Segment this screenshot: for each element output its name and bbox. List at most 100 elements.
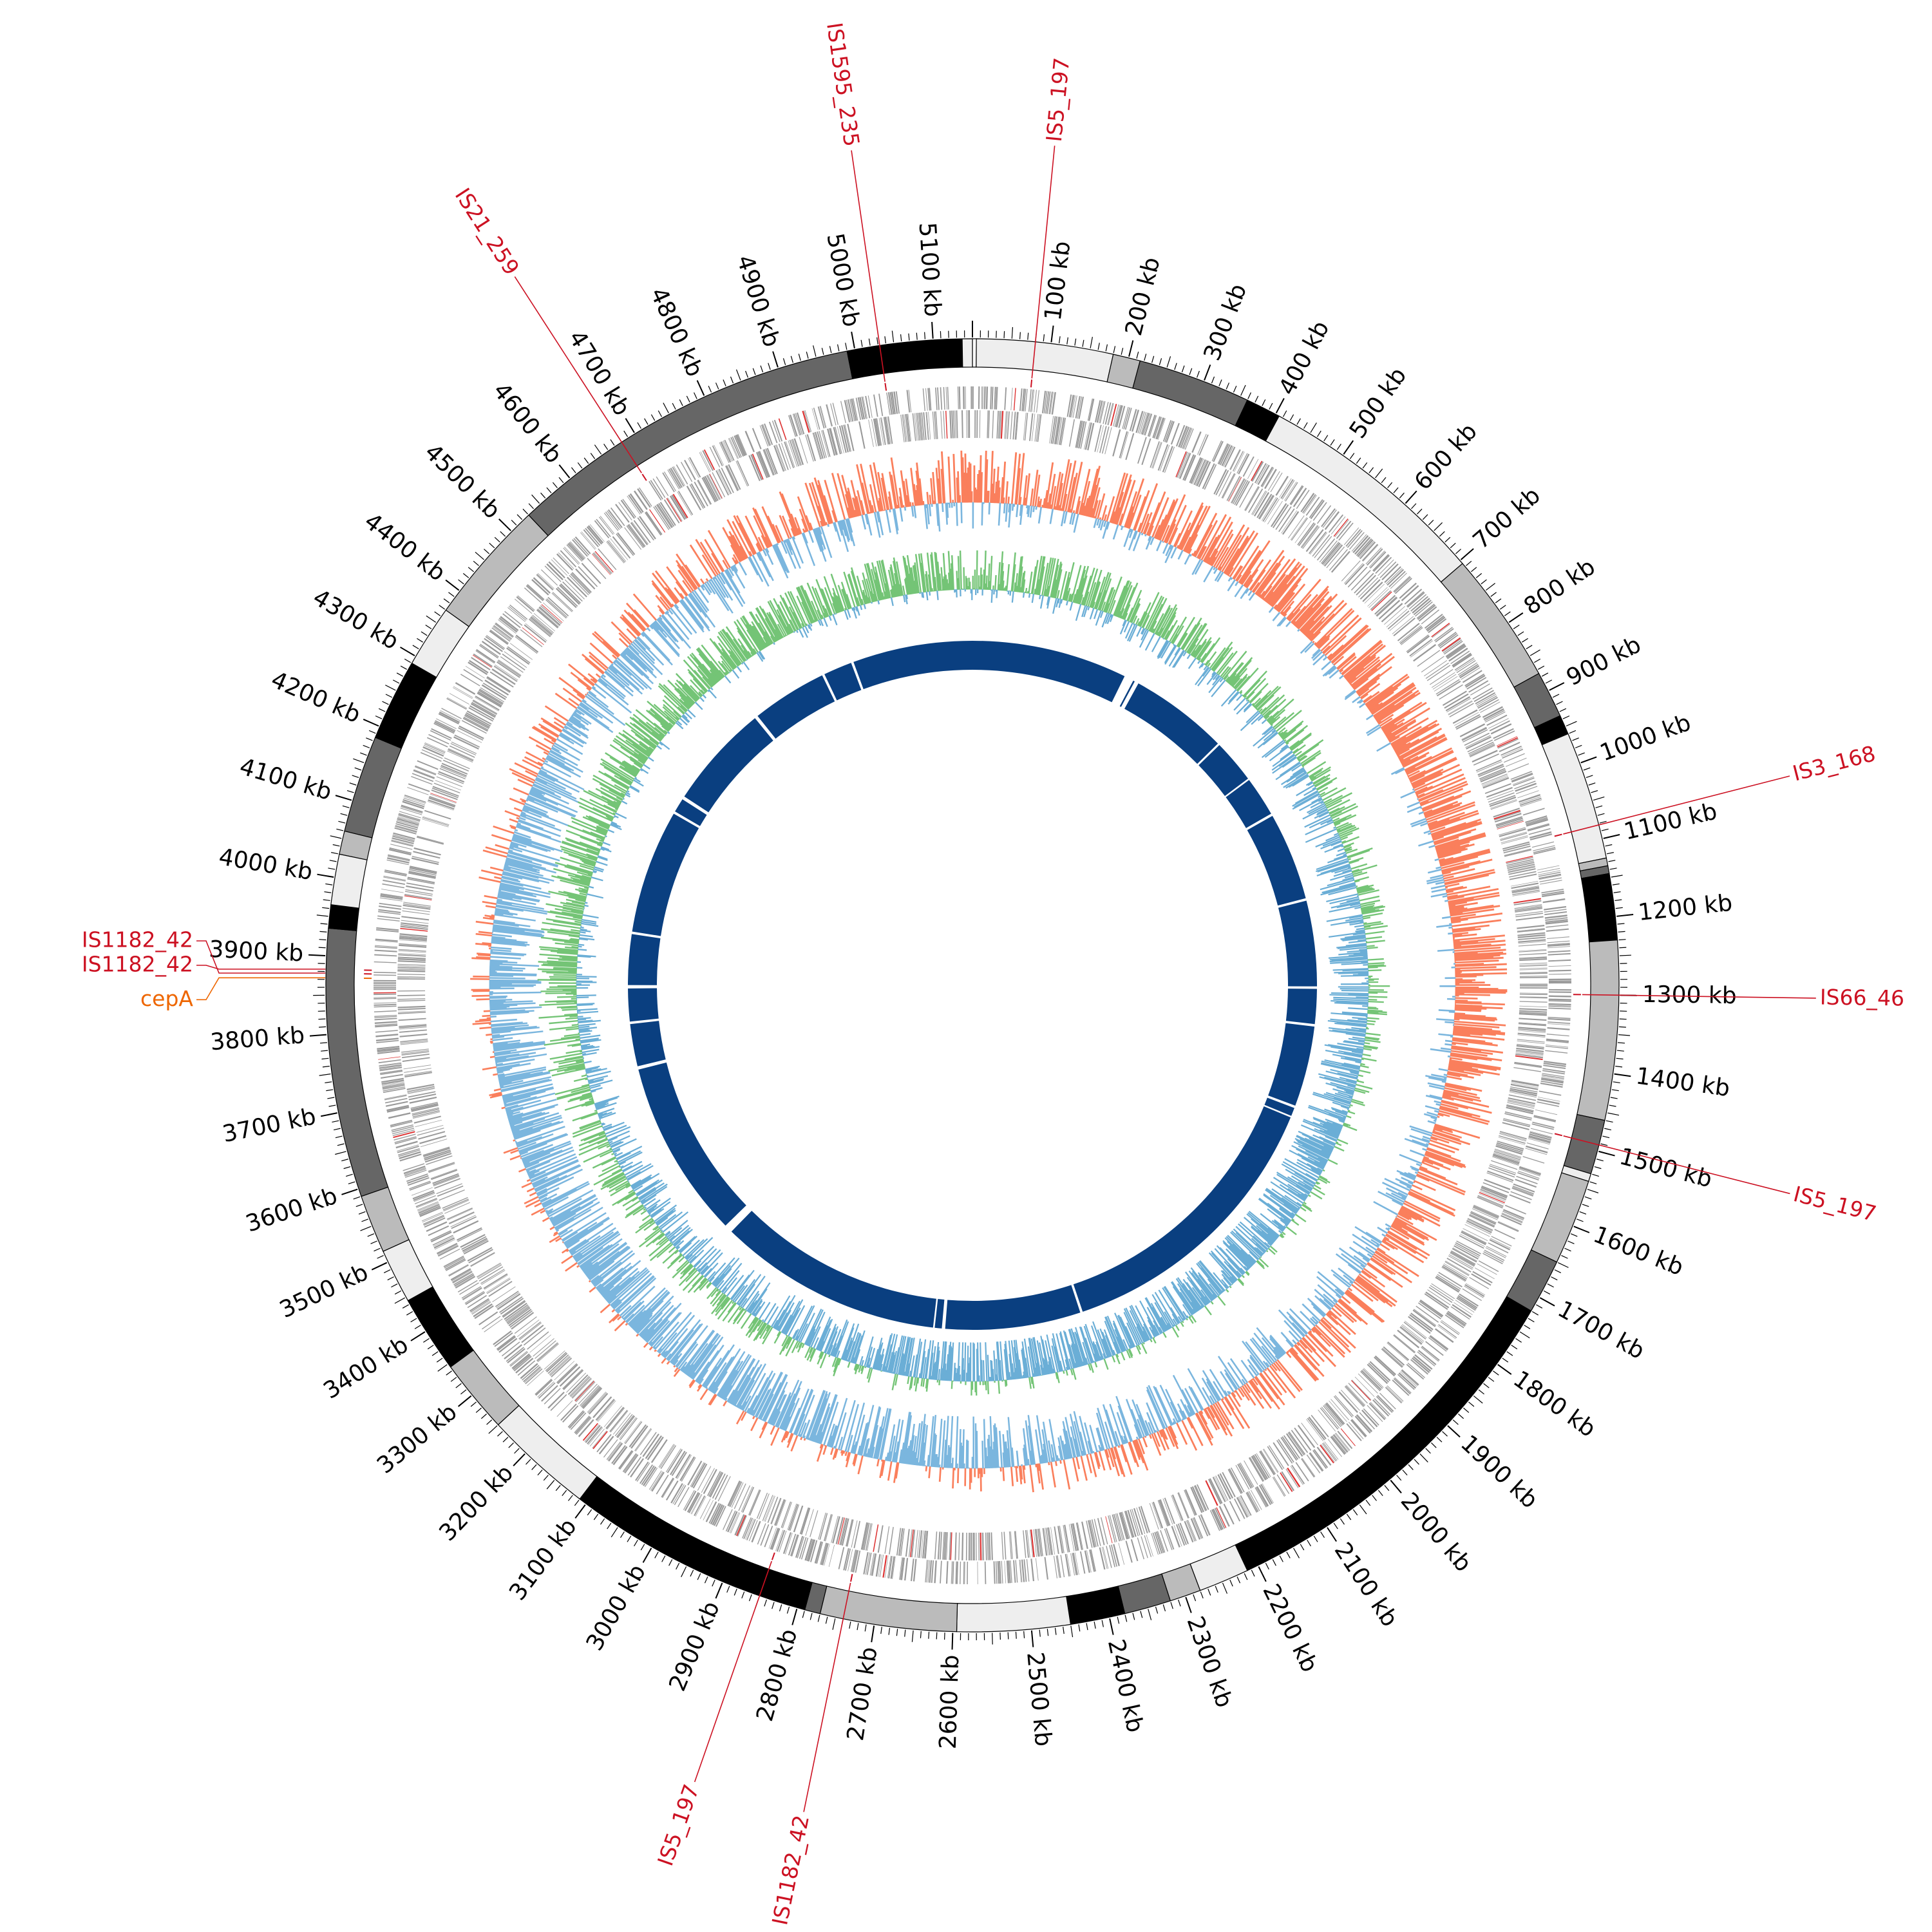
scale-tick — [571, 467, 576, 473]
gene-feature — [1519, 1022, 1546, 1025]
tick-label: 1900 kb — [1455, 1430, 1543, 1514]
gene-feature — [788, 1504, 799, 1531]
gene-feature — [1059, 417, 1065, 446]
gene-feature — [437, 1245, 459, 1256]
gene-feature — [1223, 446, 1234, 467]
gene-feature — [397, 994, 426, 997]
gene-feature — [1135, 411, 1144, 433]
gene-feature — [1130, 1509, 1139, 1537]
gene-feature — [1443, 639, 1463, 654]
gene-feature — [1441, 637, 1461, 652]
gene-feature — [1502, 843, 1530, 852]
gene-feature — [448, 1211, 475, 1224]
gene-feature — [950, 1532, 952, 1560]
gene-feature — [603, 1405, 622, 1428]
scale-tick — [343, 1166, 351, 1170]
gene-feature — [398, 813, 421, 820]
gene-feature — [1438, 632, 1458, 647]
gene-feature — [1421, 609, 1439, 625]
scale-tick — [845, 343, 848, 350]
gene-feature — [826, 404, 833, 426]
gene-feature — [1193, 1517, 1204, 1539]
gene-feature — [1507, 864, 1535, 871]
gene-feature — [773, 419, 783, 442]
gene-feature — [1530, 1128, 1553, 1135]
gene-feature — [772, 421, 781, 442]
gene-feature — [1547, 936, 1569, 940]
gene-feature — [727, 1480, 741, 1506]
gene-feature — [603, 1439, 618, 1458]
gene-feature — [1412, 1309, 1436, 1327]
scale-tick — [1493, 1370, 1499, 1376]
tick-label: 3600 kb — [243, 1183, 341, 1238]
gene-feature — [375, 1030, 398, 1033]
gene-feature — [559, 1366, 581, 1387]
gene-feature — [1263, 1448, 1279, 1473]
gene-feature — [617, 532, 636, 555]
gene-feature — [535, 1378, 552, 1395]
gene-feature — [1072, 1552, 1078, 1575]
scale-tick — [1611, 875, 1623, 878]
gene-feature — [915, 413, 919, 441]
scale-tick — [317, 873, 334, 878]
gene-feature — [493, 625, 512, 640]
gene-feature — [924, 1531, 929, 1559]
gene-feature — [1115, 404, 1122, 428]
gene-feature — [1369, 551, 1387, 569]
gene-feature — [1323, 544, 1343, 567]
gene-feature — [451, 1271, 473, 1283]
gene-feature — [1517, 790, 1539, 799]
gene-feature — [1372, 554, 1389, 571]
gene-feature — [1297, 522, 1315, 545]
gene-feature — [1060, 1555, 1065, 1578]
gene-feature — [650, 480, 663, 500]
gene-feature — [388, 1112, 411, 1119]
gene-feature — [397, 965, 426, 967]
gene-feature — [838, 425, 847, 453]
scale-tick — [1097, 343, 1100, 350]
gene-feature — [1450, 650, 1470, 665]
gene-feature — [438, 1245, 459, 1257]
gene-feature — [1350, 1419, 1367, 1438]
gene-feature — [643, 1466, 657, 1486]
gene-feature — [470, 1252, 495, 1267]
gene-feature — [865, 1552, 870, 1575]
gene-feature — [395, 826, 417, 833]
gene-feature — [1511, 1082, 1539, 1088]
blast-hit-block-9 — [1264, 1097, 1294, 1116]
gene-feature — [400, 1038, 428, 1043]
gene-feature — [637, 517, 654, 541]
gene-feature — [662, 472, 675, 493]
gene-feature — [1443, 1264, 1468, 1280]
gene-feature — [1218, 443, 1229, 465]
gene-feature — [473, 653, 493, 667]
gene-feature — [398, 952, 426, 956]
gene-feature — [1497, 738, 1519, 749]
gene-feature — [903, 414, 907, 442]
gene-feature — [1466, 1220, 1492, 1234]
gene-feature — [701, 1468, 715, 1493]
gene-feature — [1236, 1497, 1248, 1518]
gene-feature — [1004, 387, 1007, 410]
gene-feature — [1217, 443, 1228, 464]
gene-feature — [500, 656, 524, 673]
scale-tick — [319, 1074, 331, 1076]
scale-tick — [437, 1364, 448, 1372]
gene-feature — [399, 939, 427, 942]
gene-feature — [374, 989, 397, 990]
gene-feature — [1438, 1271, 1463, 1287]
gene-feature — [535, 1340, 556, 1359]
gene-feature — [375, 940, 398, 943]
gene-feature — [418, 1131, 446, 1140]
gene-feature — [785, 441, 795, 468]
gene-feature — [1516, 1044, 1544, 1048]
gene-feature — [1322, 509, 1337, 528]
gene-feature — [399, 933, 428, 938]
gene-feature — [1488, 718, 1509, 729]
gene-feature — [1506, 1106, 1533, 1115]
gene-feature — [1009, 1531, 1012, 1560]
gene-feature — [940, 387, 943, 410]
gene-feature — [699, 1499, 711, 1519]
scale-tick — [992, 1633, 993, 1645]
gene-feature — [1150, 441, 1160, 468]
